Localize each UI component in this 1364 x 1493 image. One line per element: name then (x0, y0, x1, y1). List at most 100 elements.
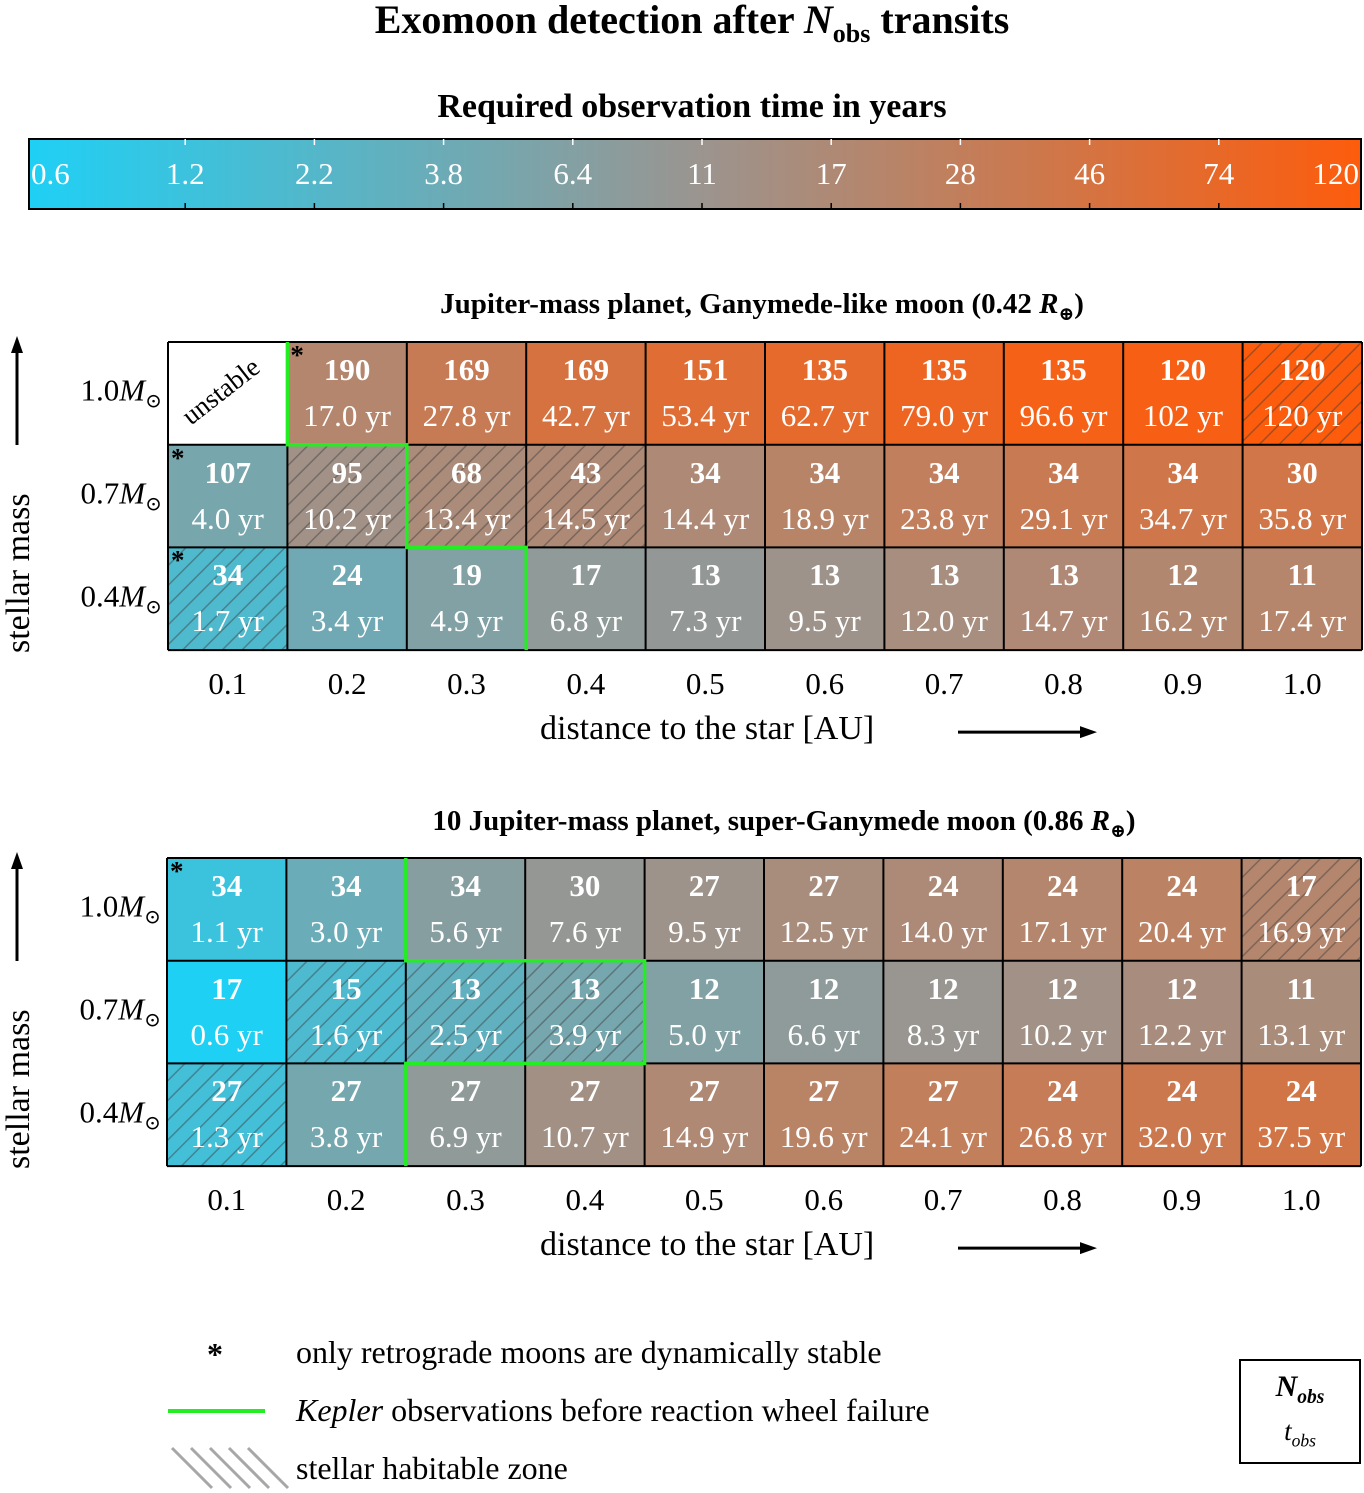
heatmap-cell: 135 79.0 yr (884, 342, 1003, 445)
heatmap-cell: 13 12.0 yr (884, 547, 1003, 650)
cell-n-obs: 13 (1047, 557, 1079, 593)
heatmap-cell: 120 102 yr (1123, 342, 1242, 445)
heatmap-cell: 19 4.9 yr (407, 547, 526, 650)
retrograde-star: * (170, 856, 184, 886)
cell-t-obs: 13.4 yr (422, 500, 511, 536)
cell-t-obs: 12.5 yr (779, 914, 868, 949)
cell-n-obs: 107 (204, 454, 251, 490)
heatmap-cell: 27 24.1 yr (883, 1063, 1002, 1166)
cell-t-obs: 3.8 yr (309, 1119, 383, 1155)
x-tick-label: 0.4 (565, 1182, 605, 1218)
cell-n-obs: 27 (927, 1073, 959, 1109)
legend-kepler-text: Kepler observations before reaction whee… (296, 1392, 930, 1428)
heatmap-cell: 12 5.0 yr (645, 961, 764, 1064)
heatmap-cell: 27 12.5 yr (764, 858, 883, 961)
cell-t-obs: 3.9 yr (548, 1016, 622, 1052)
cell-n-obs: 12 (808, 970, 840, 1006)
heatmap-cell: 13 14.7 yr (1004, 547, 1123, 650)
heatmap-cell: 27 1.3 yr (167, 1063, 286, 1166)
heatmap-cell: 34 23.8 yr (884, 445, 1003, 548)
cell-n-obs: 34 (1047, 454, 1079, 490)
heatmap-cell-bg (1242, 547, 1362, 651)
cell-n-obs: 30 (569, 868, 601, 903)
cell-n-obs: 34 (211, 868, 243, 903)
colorbar-tick-label: 0.6 (31, 156, 70, 191)
cell-t-obs: 19.6 yr (779, 1119, 868, 1155)
cell-n-obs: 24 (1285, 1073, 1317, 1109)
key-box-t-label: tobs (1284, 1416, 1316, 1451)
cell-t-obs: 2.5 yr (429, 1016, 502, 1052)
heatmap-cell-bg (1123, 444, 1243, 548)
heatmap-cell-bg (884, 547, 1004, 651)
y-axis-arrowhead (11, 852, 23, 869)
cell-t-obs: 37.5 yr (1257, 1119, 1346, 1155)
cell-n-obs: 17 (1285, 868, 1317, 903)
heatmap-cell: 13 3.9 yr (525, 961, 644, 1064)
habitable-zone-hatch (406, 444, 527, 548)
cell-n-obs: 120 (1159, 352, 1207, 387)
heatmap-cell: 34 3.0 yr (286, 858, 405, 961)
heatmap-cell-bg (1241, 960, 1361, 1064)
cell-n-obs: 24 (927, 868, 959, 903)
x-axis-label: distance to the star [AU] (540, 1226, 875, 1264)
heatmap-cell-bg (645, 342, 765, 445)
heatmap-cell: 27 6.9 yr (406, 1063, 525, 1166)
heatmap-cell: 34 34.7 yr (1123, 445, 1242, 548)
heatmap-cell: 27 10.7 yr (525, 1063, 644, 1166)
cell-n-obs: 151 (682, 352, 729, 387)
y-tick-label: 0.7M⊙ (80, 475, 162, 516)
cell-t-obs: 7.6 yr (548, 914, 622, 949)
cell-t-obs: 16.9 yr (1257, 914, 1346, 949)
colorbar-tick-label: 28 (944, 156, 976, 191)
cell-t-obs: 5.6 yr (429, 914, 502, 949)
x-tick-label: 1.0 (1281, 1182, 1321, 1218)
heatmap-cell-bg (168, 342, 288, 445)
cell-n-obs: 17 (570, 557, 602, 593)
heatmap-cell: 17 16.9 yr (1242, 858, 1361, 961)
cell-n-obs: 34 (928, 454, 960, 490)
panel2-title: 10 Jupiter-mass planet, super-Ganymede m… (432, 805, 1136, 842)
cell-t-obs: 1.1 yr (190, 914, 263, 949)
heatmap-cell: 43 14.5 yr (526, 445, 645, 548)
heatmap-cell-bg (525, 1063, 645, 1167)
heatmap-cell: 12 8.3 yr (883, 961, 1002, 1064)
heatmap-cell: 24 3.4 yr (287, 547, 406, 650)
cell-n-obs: 13 (449, 970, 481, 1006)
cell-t-obs: 35.8 yr (1258, 500, 1347, 536)
heatmap-cell: 30 35.8 yr (1243, 445, 1362, 548)
cell-t-obs: 14.5 yr (541, 500, 630, 536)
x-tick-label: 0.6 (804, 1182, 844, 1218)
cell-t-obs: 96.6 yr (1019, 398, 1108, 433)
heatmap-cell-bg (764, 1063, 884, 1167)
x-tick-label: 0.2 (327, 666, 367, 702)
cell-t-obs: 4.9 yr (430, 603, 503, 639)
cell-t-obs: 16.2 yr (1138, 603, 1227, 639)
kepler-boundary (404, 858, 647, 1167)
kepler-boundary (285, 342, 528, 651)
x-axis-label: distance to the star [AU] (540, 710, 875, 748)
cell-t-obs: 13.1 yr (1257, 1016, 1346, 1052)
heatmap-cell-bg (1002, 1063, 1123, 1167)
heatmap-cell: 13 9.5 yr (765, 547, 884, 650)
y-tick-label: 0.4M⊙ (80, 578, 162, 619)
colorbar-tick-label: 2.2 (295, 156, 334, 191)
heatmap-cell-bg (765, 444, 885, 548)
heatmap-cell-bg (765, 547, 885, 651)
heatmap-cell-bg (1003, 444, 1124, 548)
heatmap-cell: 30 7.6 yr (525, 858, 644, 961)
x-tick-label: 0.9 (1163, 666, 1203, 702)
heatmap-cell: 120 120 yr (1243, 342, 1362, 445)
x-tick-label: 0.4 (566, 666, 606, 702)
heatmap-cell: 27 19.6 yr (764, 1063, 883, 1166)
heatmap-cell: 17 0.6 yr (167, 961, 286, 1064)
cell-t-obs: 1.3 yr (190, 1119, 263, 1155)
cell-n-obs: 34 (212, 557, 244, 593)
x-axis-arrowhead (1080, 1242, 1097, 1255)
heatmap-cell: 11 13.1 yr (1242, 961, 1361, 1064)
y-axis-label: stellar mass (0, 1009, 37, 1170)
heatmap-cell-bg (883, 960, 1003, 1064)
cell-n-obs: 13 (928, 557, 960, 593)
heatmap-cell-bg (406, 342, 527, 445)
cell-t-obs: 0.6 yr (190, 1016, 263, 1052)
cell-n-obs: 135 (920, 352, 968, 387)
